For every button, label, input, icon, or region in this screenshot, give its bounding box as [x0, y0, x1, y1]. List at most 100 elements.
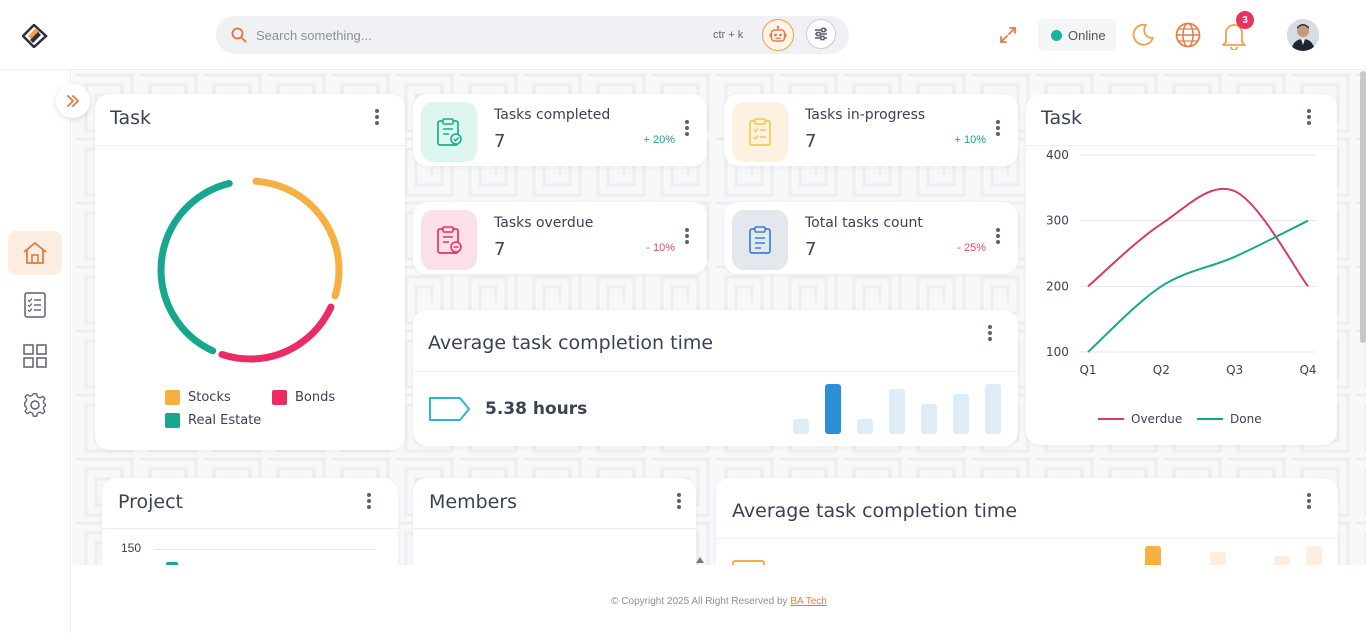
search-filter-button[interactable]	[806, 19, 836, 49]
stat-value: 7	[805, 239, 817, 260]
sidebar-item-home[interactable]	[8, 231, 62, 275]
search-bar: ctr + k	[216, 16, 849, 54]
legend-item-overdue[interactable]: Overdue	[1098, 412, 1182, 426]
bar-mark	[1145, 546, 1161, 565]
avg-time-card: Average task completion time 5.38 hours	[413, 310, 1018, 446]
moon-icon[interactable]	[1128, 21, 1156, 49]
avg-time-2-menu-icon[interactable]	[1306, 493, 1312, 511]
project-axis-tick: 150	[121, 541, 142, 555]
legend-label: Stocks	[188, 390, 231, 405]
stat-card-overdue[interactable]: Tasks overdue 7 - 10%	[413, 202, 707, 274]
project-title: Project	[118, 491, 184, 513]
stat-icon-box	[421, 210, 477, 270]
sliders-icon	[815, 27, 827, 41]
avg-time-title: Average task completion time	[428, 332, 714, 354]
fullscreen-icon[interactable]	[998, 25, 1018, 45]
search-icon	[231, 27, 247, 43]
stat-icon-box	[421, 102, 477, 162]
robot-icon	[769, 25, 787, 42]
donut-slice-stocks	[157, 177, 343, 363]
legend-item-real-estate[interactable]: Real Estate	[165, 413, 261, 428]
donut-slice-bonds	[157, 177, 343, 363]
user-avatar[interactable]	[1287, 19, 1319, 51]
stat-card-total[interactable]: Total tasks count 7 - 25%	[724, 202, 1018, 274]
sidebar-item-dashboard[interactable]	[8, 334, 62, 378]
stat-menu-icon[interactable]	[995, 120, 1001, 138]
task-line-chart: 100 200 300 400 Q1 Q2 Q3 Q4	[1046, 148, 1317, 377]
ai-assistant-button[interactable]	[762, 19, 794, 51]
x-tick-label: Q3	[1226, 363, 1243, 377]
sidebar-item-settings[interactable]	[8, 383, 62, 427]
bar-mark	[825, 384, 841, 434]
footer-link[interactable]: BA Tech	[790, 596, 827, 607]
card-divider	[102, 528, 398, 529]
stat-value: 7	[494, 239, 506, 260]
copyright-text: © Copyright 2025 All Right Reserved by	[611, 596, 788, 607]
dashboard-content: Task Stocks Bonds Real Estate	[72, 71, 1366, 565]
stat-trend: - 10%	[646, 242, 675, 254]
stat-label: Total tasks count	[805, 215, 923, 231]
stat-menu-icon[interactable]	[684, 228, 690, 246]
members-card: Members	[413, 478, 704, 565]
task-donut-menu-icon[interactable]	[374, 109, 380, 127]
legend-label: Overdue	[1131, 412, 1183, 426]
avg-time-2-title: Average task completion time	[732, 500, 1018, 522]
bar-mark	[921, 404, 937, 434]
sidebar-toggle-button[interactable]	[56, 84, 90, 118]
avg-time-bar-chart	[793, 382, 1005, 434]
members-scroll-up-icon[interactable]	[695, 556, 705, 564]
grid-icon	[23, 344, 47, 368]
task-chart-title: Task	[1041, 107, 1083, 129]
members-title: Members	[429, 491, 518, 513]
task-line-chart-card: Task 100 200 300 400 Q1 Q2 Q3 Q4 Overdue Done	[1026, 94, 1337, 445]
avg-time-menu-icon[interactable]	[987, 325, 993, 343]
notification-badge: 3	[1236, 11, 1254, 29]
online-dot	[1051, 29, 1062, 41]
page-scrollbar[interactable]	[1360, 71, 1366, 343]
sidebar	[0, 70, 71, 633]
stat-value: 7	[494, 131, 506, 152]
legend-line	[1098, 418, 1124, 420]
stat-menu-icon[interactable]	[995, 228, 1001, 246]
stat-card-completed[interactable]: Tasks completed 7 + 20%	[413, 94, 707, 166]
members-menu-icon[interactable]	[676, 493, 682, 511]
donut-slice-real-estate	[157, 177, 343, 363]
stat-icon-box	[732, 102, 788, 162]
bar-mark	[1306, 546, 1322, 565]
x-tick-label: Q2	[1153, 363, 1170, 377]
stat-label: Tasks completed	[494, 107, 611, 123]
project-line-start	[166, 562, 178, 565]
stat-icon-box	[732, 210, 788, 270]
series-line-overdue	[1087, 188, 1309, 288]
legend-swatch	[272, 390, 287, 405]
bar-mark	[1274, 556, 1290, 565]
brand-logo[interactable]	[22, 24, 48, 48]
sidebar-item-tasks[interactable]	[8, 283, 62, 327]
stat-value: 7	[805, 131, 817, 152]
stat-menu-icon[interactable]	[684, 120, 690, 138]
legend-item-bonds[interactable]: Bonds	[272, 390, 335, 405]
legend-item-stocks[interactable]: Stocks	[165, 390, 231, 405]
legend-item-done[interactable]: Done	[1197, 412, 1262, 426]
chevrons-right-icon	[67, 95, 79, 107]
online-status-label: Online	[1068, 27, 1106, 43]
bar-mark	[985, 384, 1001, 434]
clipboard-minus-icon	[437, 226, 462, 254]
project-gridline	[154, 549, 376, 550]
globe-icon[interactable]	[1174, 21, 1202, 49]
y-tick-label: 400	[1046, 148, 1069, 162]
legend-swatch	[165, 390, 180, 405]
task-chart-menu-icon[interactable]	[1306, 109, 1312, 127]
avg-time-value: 5.38 hours	[485, 399, 588, 419]
search-input[interactable]	[256, 24, 696, 46]
online-status[interactable]: Online	[1038, 19, 1116, 51]
legend-line	[1197, 418, 1223, 420]
search-shortcut: ctr + k	[713, 29, 744, 41]
legend-label: Done	[1230, 412, 1262, 426]
home-icon	[23, 242, 47, 264]
stat-trend: + 20%	[643, 134, 676, 146]
stat-card-in-progress[interactable]: Tasks in-progress 7 + 10%	[724, 94, 1018, 166]
project-menu-icon[interactable]	[366, 493, 372, 511]
card-divider	[95, 145, 405, 146]
y-tick-label: 200	[1046, 279, 1069, 293]
